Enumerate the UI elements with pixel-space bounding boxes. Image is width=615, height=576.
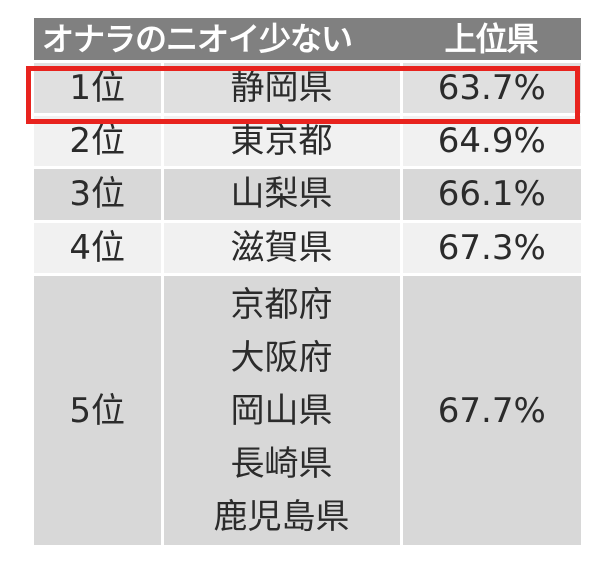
percent-cell: 66.1% xyxy=(399,167,582,223)
table-row: 3位 山梨県 66.1% xyxy=(34,167,582,223)
percent-cell: 63.7% xyxy=(399,61,582,116)
table-heading-top-prefectures: 上位県 xyxy=(401,18,582,63)
ranking-table: オナラのニオイ少ない 上位県 1位 静岡県 63.7% 2位 東京都 64.9%… xyxy=(34,18,582,548)
rank-cell: 1位 xyxy=(34,61,162,116)
prefecture-name: 長崎県 xyxy=(230,443,333,484)
percent-cell: 67.3% xyxy=(399,221,582,277)
prefecture-cell: 滋賀県 xyxy=(160,221,402,277)
rank-cell: 2位 xyxy=(34,114,162,170)
percent-cell: 64.9% xyxy=(399,114,582,170)
table-row: 4位 滋賀県 67.3% xyxy=(34,221,582,277)
prefecture-cell: 東京都 xyxy=(160,114,402,170)
percent-cell: 67.7% xyxy=(399,274,582,548)
prefecture-name: 岡山県 xyxy=(230,390,333,431)
prefecture-name: 京都府 xyxy=(230,284,333,325)
rank-cell: 4位 xyxy=(34,221,162,277)
table-header-row: オナラのニオイ少ない 上位県 xyxy=(34,18,582,63)
rank-cell: 3位 xyxy=(34,167,162,223)
table-title: オナラのニオイ少ない xyxy=(34,18,402,63)
prefecture-list: 京都府 大阪府 岡山県 長崎県 鹿児島県 xyxy=(164,288,400,534)
ranking-table-container: オナラのニオイ少ない 上位県 1位 静岡県 63.7% 2位 東京都 64.9%… xyxy=(34,18,582,548)
prefecture-name: 鹿児島県 xyxy=(213,496,350,537)
table-row: 1位 静岡県 63.7% xyxy=(34,61,582,116)
prefecture-cell: 静岡県 xyxy=(160,61,402,116)
table-row: 2位 東京都 64.9% xyxy=(34,114,582,170)
table-row: 5位 京都府 大阪府 岡山県 長崎県 鹿児島県 67.7% xyxy=(34,274,582,548)
rank-cell: 5位 xyxy=(34,274,162,548)
prefecture-name: 大阪府 xyxy=(230,337,333,378)
prefecture-cell: 山梨県 xyxy=(160,167,402,223)
prefecture-list-cell: 京都府 大阪府 岡山県 長崎県 鹿児島県 xyxy=(160,274,402,548)
